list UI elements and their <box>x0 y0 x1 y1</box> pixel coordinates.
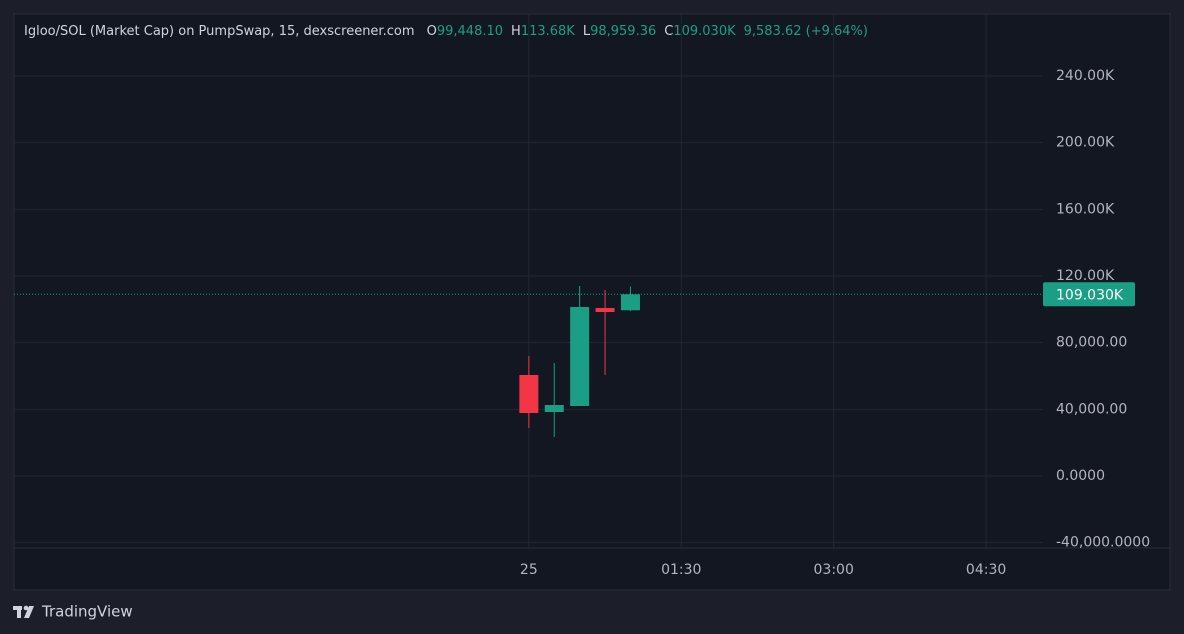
candle-body <box>544 405 564 412</box>
last-price-badge <box>1043 282 1135 307</box>
x-tick-label: 04:30 <box>966 562 1006 578</box>
ohlc-label: C <box>664 24 674 39</box>
x-tick-label: 01:30 <box>661 562 701 578</box>
y-tick-label: -40,000.0000 <box>1056 535 1150 551</box>
ohlc-value: 109.030K <box>673 24 736 39</box>
ohlc-value: 98,959.36 <box>590 24 657 39</box>
candle-body <box>620 294 640 311</box>
y-tick-label: 40,000.00 <box>1056 401 1127 417</box>
y-tick-label: 0.0000 <box>1056 468 1105 484</box>
ohlc-value: 113.68K <box>520 24 575 39</box>
y-tick-label: 200.00K <box>1056 135 1115 151</box>
legend: Igloo/SOL (Market Cap) on PumpSwap, 15, … <box>24 24 868 39</box>
candle-body <box>570 307 590 406</box>
ohlc-value: 99,448.10 <box>436 24 504 39</box>
x-tick-label: 03:00 <box>814 562 854 578</box>
change: 9,583.62 (+9.64%) <box>743 24 868 39</box>
tradingview-logo <box>13 605 34 618</box>
watermark: TradingView <box>41 603 133 621</box>
last-price-label: 109.030K <box>1056 287 1124 303</box>
candle-body <box>519 375 539 413</box>
ohlc-label: L <box>582 24 591 39</box>
candle-body <box>595 308 615 312</box>
chart-panel <box>13 13 1171 591</box>
y-tick-label: 120.00K <box>1056 268 1115 284</box>
x-tick-label: 25 <box>520 562 538 578</box>
y-tick-label: 160.00K <box>1056 201 1115 217</box>
chart-title: Igloo/SOL (Market Cap) on PumpSwap, 15, … <box>24 24 415 39</box>
y-tick-label: 80,000.00 <box>1056 335 1127 351</box>
y-tick-label: 240.00K <box>1056 68 1115 84</box>
ohlc-label: O <box>426 24 437 39</box>
ohlc-label: H <box>511 24 521 39</box>
